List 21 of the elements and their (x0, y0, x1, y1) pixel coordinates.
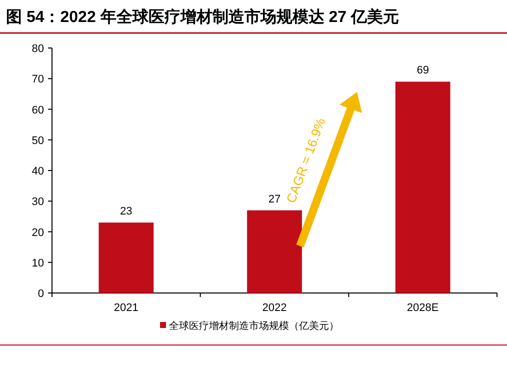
y-tick-label: 10 (32, 257, 44, 270)
chart-title: 图 54：2022 年全球医疗增材制造市场规模达 27 亿美元 (6, 7, 399, 26)
y-tick-label: 0 (38, 288, 44, 300)
bar (98, 222, 154, 293)
data-label: 23 (120, 206, 132, 218)
y-tick-label: 20 (32, 226, 44, 239)
y-tick-label: 30 (32, 196, 44, 208)
x-tick-label: 2021 (114, 302, 138, 314)
data-label: 69 (416, 64, 429, 77)
y-tick-label: 50 (32, 134, 44, 147)
legend: 全球医疗增材制造市场规模（亿美元） (160, 321, 339, 332)
data-label: 27 (268, 193, 281, 206)
x-tick-label: 2028E (406, 302, 439, 314)
y-tick-label: 80 (32, 43, 44, 55)
bar (395, 82, 450, 293)
y-tick-label: 60 (32, 104, 44, 116)
y-tick-label: 70 (32, 74, 44, 86)
annotation: CAGR = 16.9% (283, 116, 328, 205)
bar (247, 210, 302, 293)
y-tick-label: 40 (32, 166, 44, 178)
x-tick-label: 2022 (262, 302, 287, 314)
